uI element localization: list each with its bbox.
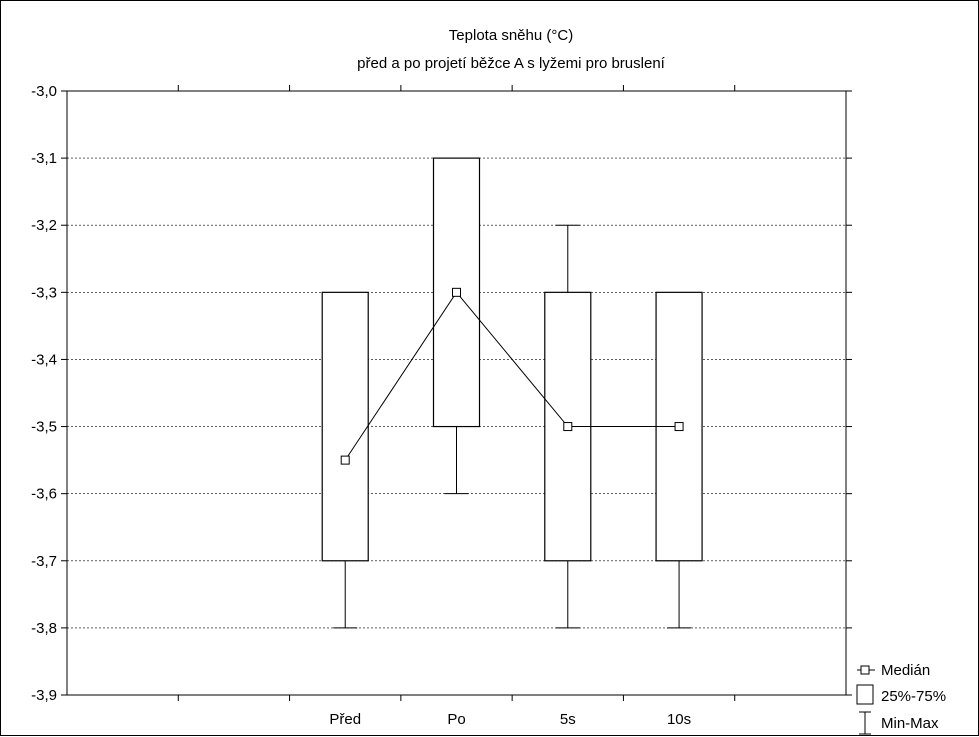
y-tick-label: -3,6 <box>31 486 57 503</box>
x-tick-label: 5s <box>560 711 576 728</box>
y-tick-label: -3,0 <box>31 83 57 100</box>
legend-median-label: Medián <box>881 662 930 679</box>
box-1 <box>321 291 369 629</box>
median-marker <box>340 455 350 465</box>
median-line <box>340 287 684 465</box>
x-axis: Před Po 5s 10s <box>177 85 736 728</box>
chart-title: Teplota sněhu (°C) <box>449 27 573 44</box>
y-tick-label: -3,7 <box>31 553 57 570</box>
y-tick-label: -3,8 <box>31 620 57 637</box>
boxes <box>321 157 703 629</box>
legend-range-label: Min-Max <box>881 715 939 732</box>
median-marker <box>563 422 573 432</box>
median-marker <box>452 287 461 297</box>
x-tick-label: 10s <box>667 711 691 728</box>
y-tick-label: -3,4 <box>31 351 57 368</box>
median-marker <box>674 422 684 432</box>
legend-median-marker-icon <box>857 665 875 675</box>
box-2 <box>432 157 481 495</box>
y-tick-label: -3,5 <box>31 419 57 436</box>
y-tick-label: -3,3 <box>31 284 57 301</box>
y-tick-label: -3,2 <box>31 217 57 234</box>
plot-area-border <box>66 90 847 696</box>
chart-subtitle: před a po projetí běžce A s lyžemi pro b… <box>357 55 666 72</box>
median-connector <box>344 291 680 461</box>
box-iqr <box>321 291 369 562</box>
y-tick-label: -3,1 <box>31 150 57 167</box>
box-4 <box>655 291 703 629</box>
legend-whisker-icon <box>859 711 871 735</box>
x-tick-label: Před <box>329 711 361 728</box>
legend-iqr-label: 25%-75% <box>881 688 946 705</box>
legend-box-icon <box>856 684 874 705</box>
y-axis: -3,0 -3,1 -3,2 -3,3 -3,4 -3,5 -3,6 -3,7 -3,8 -3,9 <box>31 83 852 704</box>
y-tick-label: -3,9 <box>31 687 57 704</box>
legend: Medián 25%-75% Min-Max <box>856 662 946 735</box>
x-tick-label: Po <box>447 711 465 728</box>
